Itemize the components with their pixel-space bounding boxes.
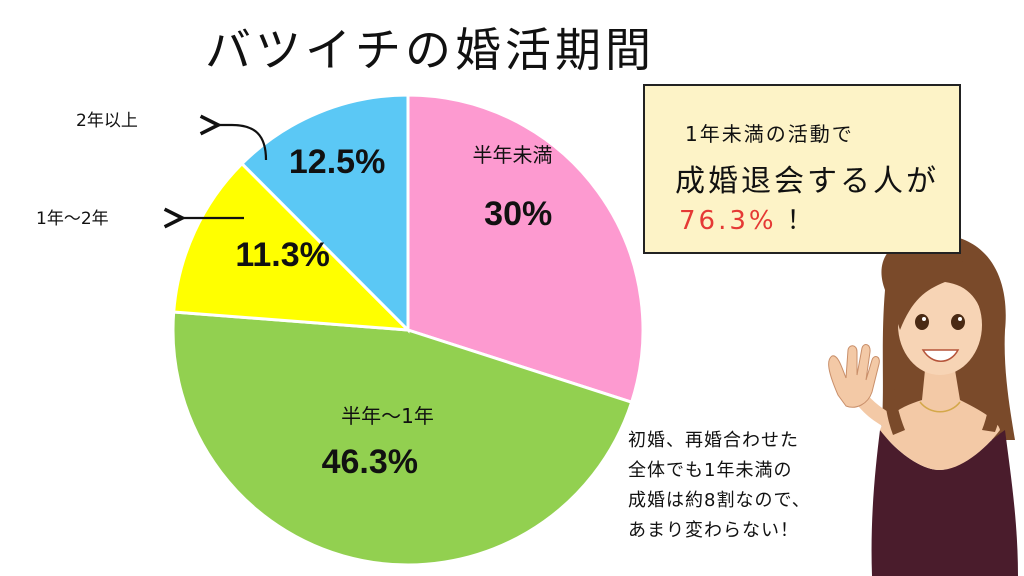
slice-half-to-one-year — [171, 310, 634, 567]
callout-line2: 成婚退会する人が — [675, 164, 939, 199]
slice-value-label: 30% — [484, 195, 552, 233]
slice-two-years-plus — [239, 93, 410, 334]
slice-value-label: 11.3% — [235, 236, 330, 274]
note-line: 成婚は約8割なので、 — [628, 490, 811, 511]
slice-category-label: 半年未満 — [472, 143, 552, 167]
waving-woman-illustration — [828, 234, 1018, 576]
callout-exclaim: ！ — [786, 206, 816, 236]
external-label-2yr-plus: 2年以上 — [76, 111, 138, 131]
arrow-2yr-plus — [216, 125, 268, 161]
slice-value-label: 12.5% — [289, 143, 385, 181]
slice-value-label: 46.3% — [322, 443, 418, 481]
chart-title: バツイチの婚活期間 — [205, 23, 655, 77]
slice-one-to-two-years — [172, 161, 412, 332]
callout-highlight: 76.3% — [679, 206, 777, 236]
note-line: 全体でも1年未満の — [628, 460, 793, 481]
slice-category-label: 半年～1年 — [341, 404, 434, 428]
note-text: 初婚、再婚合わせた 全体でも1年未満の 成婚は約8割なので、 あまり変わらない！ — [628, 426, 858, 546]
note-line: あまり変わらない！ — [628, 520, 799, 541]
callout-line1: 1年未満の活動で — [685, 122, 854, 146]
external-label-1-2yr: 1年～2年 — [36, 209, 109, 229]
callout-line3: 76.3% ！ — [679, 200, 816, 237]
note-line: 初婚、再婚合わせた — [628, 430, 799, 451]
slice-half-year-under — [406, 93, 645, 405]
summary-callout: 1年未満の活動で 成婚退会する人が 76.3% ！ — [643, 84, 961, 254]
